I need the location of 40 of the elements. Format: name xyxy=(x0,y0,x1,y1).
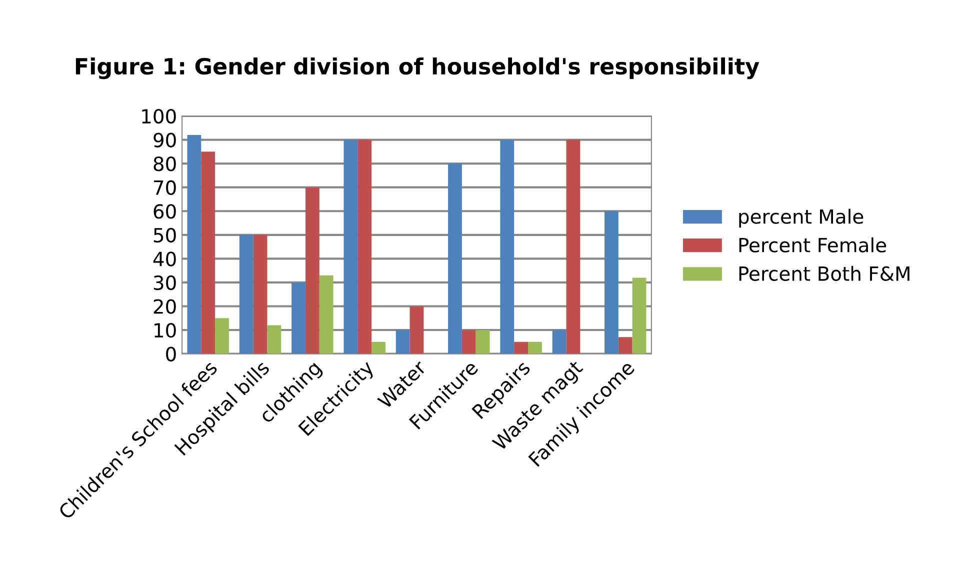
bar xyxy=(319,275,334,354)
y-tick-label: 0 xyxy=(166,346,176,362)
bar xyxy=(253,234,268,354)
bar xyxy=(187,135,202,354)
bar xyxy=(201,152,216,354)
bar xyxy=(604,211,618,354)
y-tick-label: 20 xyxy=(154,299,176,314)
bar xyxy=(358,140,372,354)
bar xyxy=(566,140,580,354)
bar xyxy=(476,330,490,354)
y-tick-label: 40 xyxy=(153,252,176,266)
bar xyxy=(305,187,320,354)
y-tick-label: 90 xyxy=(154,132,176,148)
y-tick-label: 10 xyxy=(154,322,176,338)
bar xyxy=(552,330,566,354)
bar xyxy=(239,234,254,354)
legend-label: percent Male xyxy=(739,208,864,228)
bar xyxy=(462,330,476,354)
bar xyxy=(410,306,424,354)
y-tick-label: 60 xyxy=(154,204,176,219)
bar xyxy=(344,140,358,354)
y-tick-label: 50 xyxy=(154,228,176,243)
y-tick-label: 70 xyxy=(154,180,176,196)
y-tick-label: 30 xyxy=(154,275,176,290)
bar xyxy=(215,318,229,354)
legend-label: Percent Both F&M xyxy=(739,266,910,281)
bar xyxy=(448,164,462,354)
bar xyxy=(396,330,410,354)
bar xyxy=(528,342,542,354)
bar xyxy=(514,342,528,354)
y-tick-label: 80 xyxy=(154,156,176,172)
bar xyxy=(618,337,632,354)
bar xyxy=(372,342,386,354)
y-tick-label: 100 xyxy=(142,108,176,124)
bar xyxy=(267,325,282,354)
bar xyxy=(292,282,306,354)
bar xyxy=(500,140,514,354)
legend-label: Percent Female xyxy=(739,237,886,252)
chart-title: Figure 1: Gender division of household's responsibility xyxy=(76,57,760,80)
bar xyxy=(632,278,646,354)
